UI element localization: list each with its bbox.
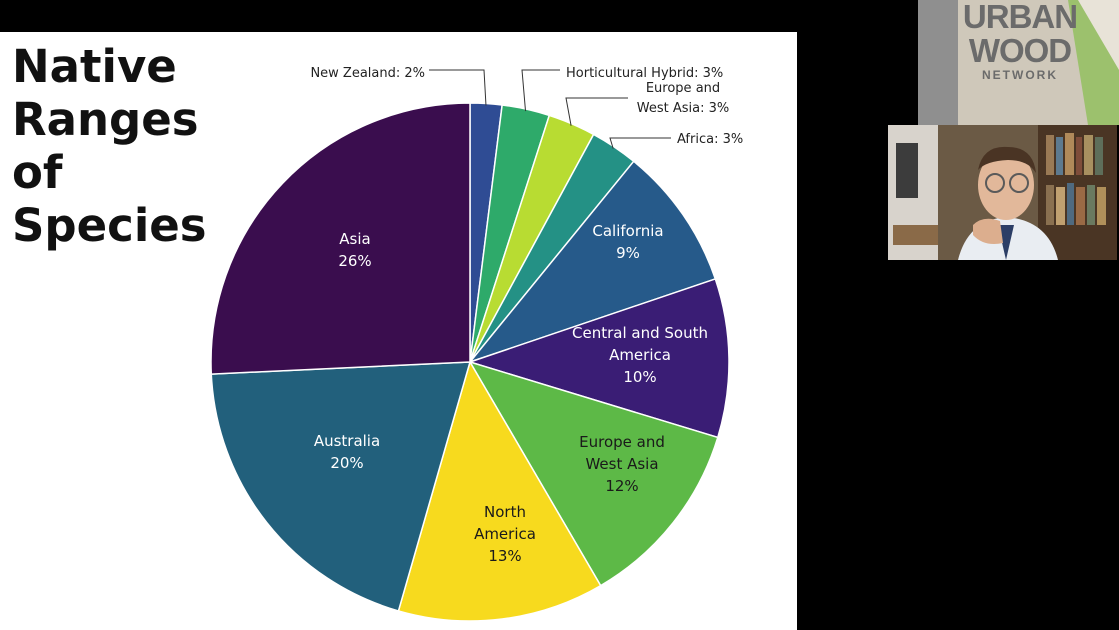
callout-label-2-1: West Asia: 3% (637, 101, 729, 116)
slide-title: Native Ranges of Species (12, 40, 262, 252)
presenter-video-tile[interactable] (888, 125, 1117, 260)
pie-slice-california (467, 160, 717, 364)
banner-line-1: URBAN (962, 0, 1078, 35)
pie-slice-asia (210, 102, 471, 375)
slice-label-5-1: America (609, 346, 671, 364)
slice-label-6-2: 12% (605, 477, 638, 495)
slice-label-4-1: 9% (616, 244, 640, 262)
slice-label-8-0: Australia (314, 432, 380, 450)
banner-logo-text: URBAN WOOD NETWORK (960, 0, 1080, 82)
title-line-2: Ranges of (12, 93, 199, 199)
slice-label-9-1: 26% (338, 252, 371, 270)
callout-line-1 (521, 69, 560, 112)
pie-slice-central-and-south-america (467, 277, 730, 439)
pie-chart: New Zealand: 2% Horticultural Hybrid: 3%E… (210, 66, 743, 622)
title-line-3: Species (12, 199, 207, 252)
slice-label-7-1: America (474, 525, 536, 543)
callout-line-0 (429, 69, 487, 106)
callout-line-3 (609, 137, 671, 149)
callout-label-2-0: Europe and (646, 81, 720, 96)
urban-wood-network-banner: URBAN WOOD NETWORK (918, 0, 1119, 125)
title-line-1: Native (12, 40, 177, 93)
slice-label-7-0: North (484, 503, 526, 521)
pie-slice-north-america (397, 360, 602, 622)
callout-label-3-0: Africa: 3% (677, 132, 743, 147)
slice-label-9-0: Asia (339, 230, 370, 248)
slice-label-7-2: 13% (488, 547, 521, 565)
slice-label-6-1: West Asia (585, 455, 658, 473)
banner-line-2: WOOD (968, 32, 1072, 69)
callout-label-1-0: Horticultural Hybrid: 3% (566, 66, 723, 81)
slice-label-5-0: Central and South (572, 324, 708, 342)
slice-label-4-0: California (592, 222, 663, 240)
callout-line-2 (565, 97, 628, 126)
presenter-video-icon (888, 125, 1117, 260)
slice-label-5-2: 10% (623, 368, 656, 386)
slice-label-8-1: 20% (330, 454, 363, 472)
presentation-slide: Native Ranges of Species New Zealand: 2%… (0, 32, 797, 630)
banner-subline: NETWORK (982, 68, 1058, 82)
pie-slice-australia (210, 361, 472, 612)
pie-slice-europe-and-west-asia (468, 360, 719, 587)
banner-background-icon (918, 0, 1119, 125)
callout-label-0-0: New Zealand: 2% (310, 66, 425, 81)
slice-label-6-0: Europe and (579, 433, 665, 451)
